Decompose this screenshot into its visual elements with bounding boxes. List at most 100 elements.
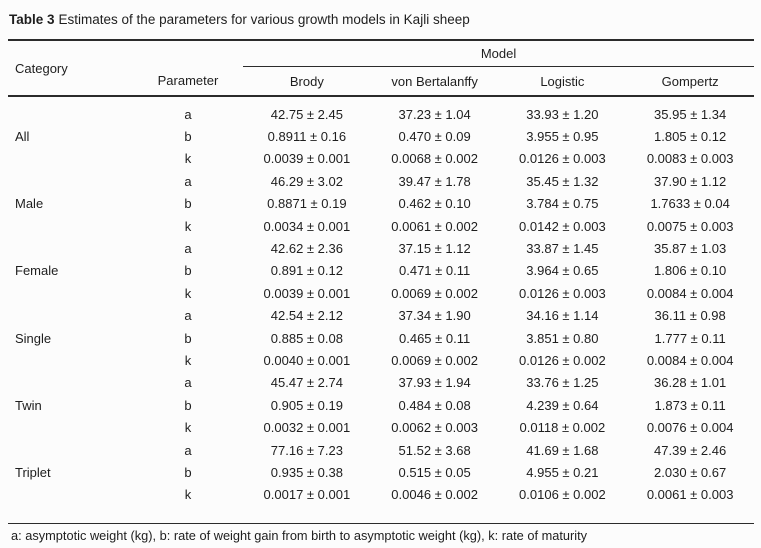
footnote-text: a: asymptotic weight (kg), b: rate of we… <box>11 528 588 544</box>
value-cell: 0.0142 ± 0.003 <box>519 218 606 234</box>
category-cell: Male <box>15 196 44 212</box>
table-row: k 0.0034 ± 0.001 0.0061 ± 0.002 0.0142 ± 0.… <box>8 215 754 237</box>
value-cell: 0.0076 ± 0.004 <box>646 420 734 436</box>
parameter-cell: k <box>184 285 192 301</box>
table-row: k 0.0017 ± 0.001 0.0046 ± 0.002 0.0106 ± 0.… <box>8 484 754 506</box>
value-cell: 77.16 ± 7.23 <box>270 442 343 458</box>
value-cell: 41.69 ± 1.68 <box>526 442 599 458</box>
value-cell: 0.0061 ± 0.003 <box>646 487 734 503</box>
value-cell: 0.885 ± 0.08 <box>270 330 343 346</box>
category-cell: All <box>15 129 30 145</box>
value-cell: 4.955 ± 0.21 <box>526 464 599 480</box>
value-cell: 4.239 ± 0.64 <box>526 397 599 413</box>
category-cell: Triplet <box>15 464 51 480</box>
table-row: k 0.0039 ± 0.001 0.0069 ± 0.002 0.0126 ± 0.… <box>8 282 754 304</box>
value-cell: 35.87 ± 1.03 <box>654 241 727 257</box>
value-cell: 0.0106 ± 0.002 <box>519 487 606 503</box>
header-row-model-names: Brody von Bertalanffy Logistic Gompertz <box>8 66 755 97</box>
value-cell: 37.93 ± 1.94 <box>398 375 471 391</box>
category-cell: Single <box>15 330 52 346</box>
parameter-cell: k <box>184 151 192 167</box>
value-cell: 0.0040 ± 0.001 <box>263 352 351 368</box>
parameter-cell: a <box>184 241 192 257</box>
value-cell: 0.0061 ± 0.002 <box>391 218 478 234</box>
value-cell: 0.515 ± 0.05 <box>398 464 471 480</box>
value-cell: 0.935 ± 0.38 <box>270 464 343 480</box>
value-cell: 0.465 ± 0.11 <box>399 330 471 346</box>
value-cell: 0.891 ± 0.12 <box>270 263 343 279</box>
parameter-cell: a <box>184 106 192 122</box>
value-cell: 1.777 ± 0.11 <box>654 330 726 346</box>
value-cell: 0.0118 ± 0.002 <box>519 420 606 436</box>
table-row: Female a 42.62 ± 2.36 37.15 ± 1.12 33.87 ± 1… <box>8 237 754 278</box>
table-row: b 0.891 ± 0.12 0.471 ± 0.11 3.964 ± 0.65 1.8… <box>8 260 754 282</box>
parameter-cell: b <box>184 196 192 212</box>
header-row-model: Category Parameter Model <box>8 40 755 97</box>
category-cell: Female <box>15 263 59 279</box>
parameter-cell: k <box>184 218 192 234</box>
value-cell: 0.0075 ± 0.003 <box>646 218 734 234</box>
parameter-cell: a <box>184 442 192 458</box>
value-cell: 3.955 ± 0.95 <box>526 129 599 145</box>
column-header-von-bertalanffy: von Bertalanffy <box>370 66 499 97</box>
table-row: b 0.8871 ± 0.19 0.462 ± 0.10 3.784 ± 0.75 1.… <box>8 193 754 215</box>
column-header-logistic: Logistic <box>498 66 627 97</box>
column-header-parameter: Parameter <box>133 40 243 97</box>
value-cell: 0.0068 ± 0.002 <box>391 151 478 167</box>
table-row: Triplet a 77.16 ± 7.23 51.52 ± 3.68 41.69 ± … <box>8 439 754 480</box>
value-cell: 0.471 ± 0.11 <box>399 263 471 279</box>
column-header-category: Category <box>8 40 133 97</box>
growth-models-table: Category Parameter Model Brody von Berta… <box>8 39 755 506</box>
value-cell: 0.905 ± 0.19 <box>270 397 343 413</box>
column-header-gompertz: Gompertz <box>626 66 755 97</box>
table-row: b 0.885 ± 0.08 0.465 ± 0.11 3.851 ± 0.80 1.7… <box>8 327 754 349</box>
value-cell: 0.0126 ± 0.002 <box>519 352 606 368</box>
value-cell: 0.0062 ± 0.003 <box>391 420 478 436</box>
value-cell: 0.0084 ± 0.004 <box>646 352 734 368</box>
value-cell: 0.0069 ± 0.002 <box>391 352 478 368</box>
value-cell: 0.470 ± 0.09 <box>398 129 471 145</box>
value-cell: 1.806 ± 0.10 <box>654 263 727 279</box>
value-cell: 0.484 ± 0.08 <box>398 397 471 413</box>
parameter-cell: b <box>184 397 192 413</box>
value-cell: 42.54 ± 2.12 <box>270 308 343 324</box>
parameter-cell: b <box>184 263 192 279</box>
parameter-cell: k <box>184 420 192 436</box>
value-cell: 0.0126 ± 0.003 <box>519 285 606 301</box>
value-cell: 2.030 ± 0.67 <box>654 464 727 480</box>
parameter-cell: k <box>184 487 192 503</box>
value-cell: 35.45 ± 1.32 <box>526 173 599 189</box>
parameter-cell: a <box>184 308 192 324</box>
parameter-cell: b <box>184 464 192 480</box>
parameter-cell: b <box>184 330 192 346</box>
value-cell: 42.75 ± 2.45 <box>270 106 343 122</box>
value-cell: 51.52 ± 3.68 <box>398 442 471 458</box>
value-cell: 36.11 ± 0.98 <box>654 308 726 324</box>
value-cell: 1.805 ± 0.12 <box>654 129 727 145</box>
value-cell: 1.873 ± 0.11 <box>654 397 726 413</box>
parameter-cell: b <box>184 129 192 145</box>
value-cell: 34.16 ± 1.14 <box>526 308 599 324</box>
table-row: Twin a 45.47 ± 2.74 37.93 ± 1.94 33.76 ± 1.2… <box>8 372 754 412</box>
value-cell: 37.15 ± 1.12 <box>398 241 471 257</box>
table-row: k 0.0039 ± 0.001 0.0068 ± 0.002 0.0126 ± 0.… <box>8 148 754 170</box>
table-header: Category Parameter Model Brody von Berta… <box>8 40 755 97</box>
value-cell: 0.462 ± 0.10 <box>398 196 471 212</box>
column-header-model: Model <box>243 40 755 67</box>
table-row: b 0.935 ± 0.38 0.515 ± 0.05 4.955 ± 0.21 2.0… <box>8 461 754 483</box>
value-cell: 0.0017 ± 0.001 <box>263 487 351 503</box>
value-cell: 0.0126 ± 0.003 <box>519 151 606 167</box>
value-cell: 46.29 ± 3.02 <box>270 173 343 189</box>
table-row: k 0.0032 ± 0.001 0.0062 ± 0.003 0.0118 ± 0.… <box>8 416 754 438</box>
table-number-label: Table 3 <box>9 12 55 27</box>
value-cell: 0.0046 ± 0.002 <box>391 487 478 503</box>
table-row: b 0.905 ± 0.19 0.484 ± 0.08 4.239 ± 0.64 1.8… <box>8 394 754 416</box>
value-cell: 33.87 ± 1.45 <box>526 241 599 257</box>
table-row: b 0.8911 ± 0.16 0.470 ± 0.09 3.955 ± 0.95 1.… <box>8 125 754 147</box>
parameter-cell: k <box>184 352 192 368</box>
value-cell: 0.8871 ± 0.19 <box>267 196 347 212</box>
value-cell: 3.851 ± 0.80 <box>526 330 599 346</box>
value-cell: 0.0034 ± 0.001 <box>263 218 351 234</box>
value-cell: 39.47 ± 1.78 <box>398 173 471 189</box>
